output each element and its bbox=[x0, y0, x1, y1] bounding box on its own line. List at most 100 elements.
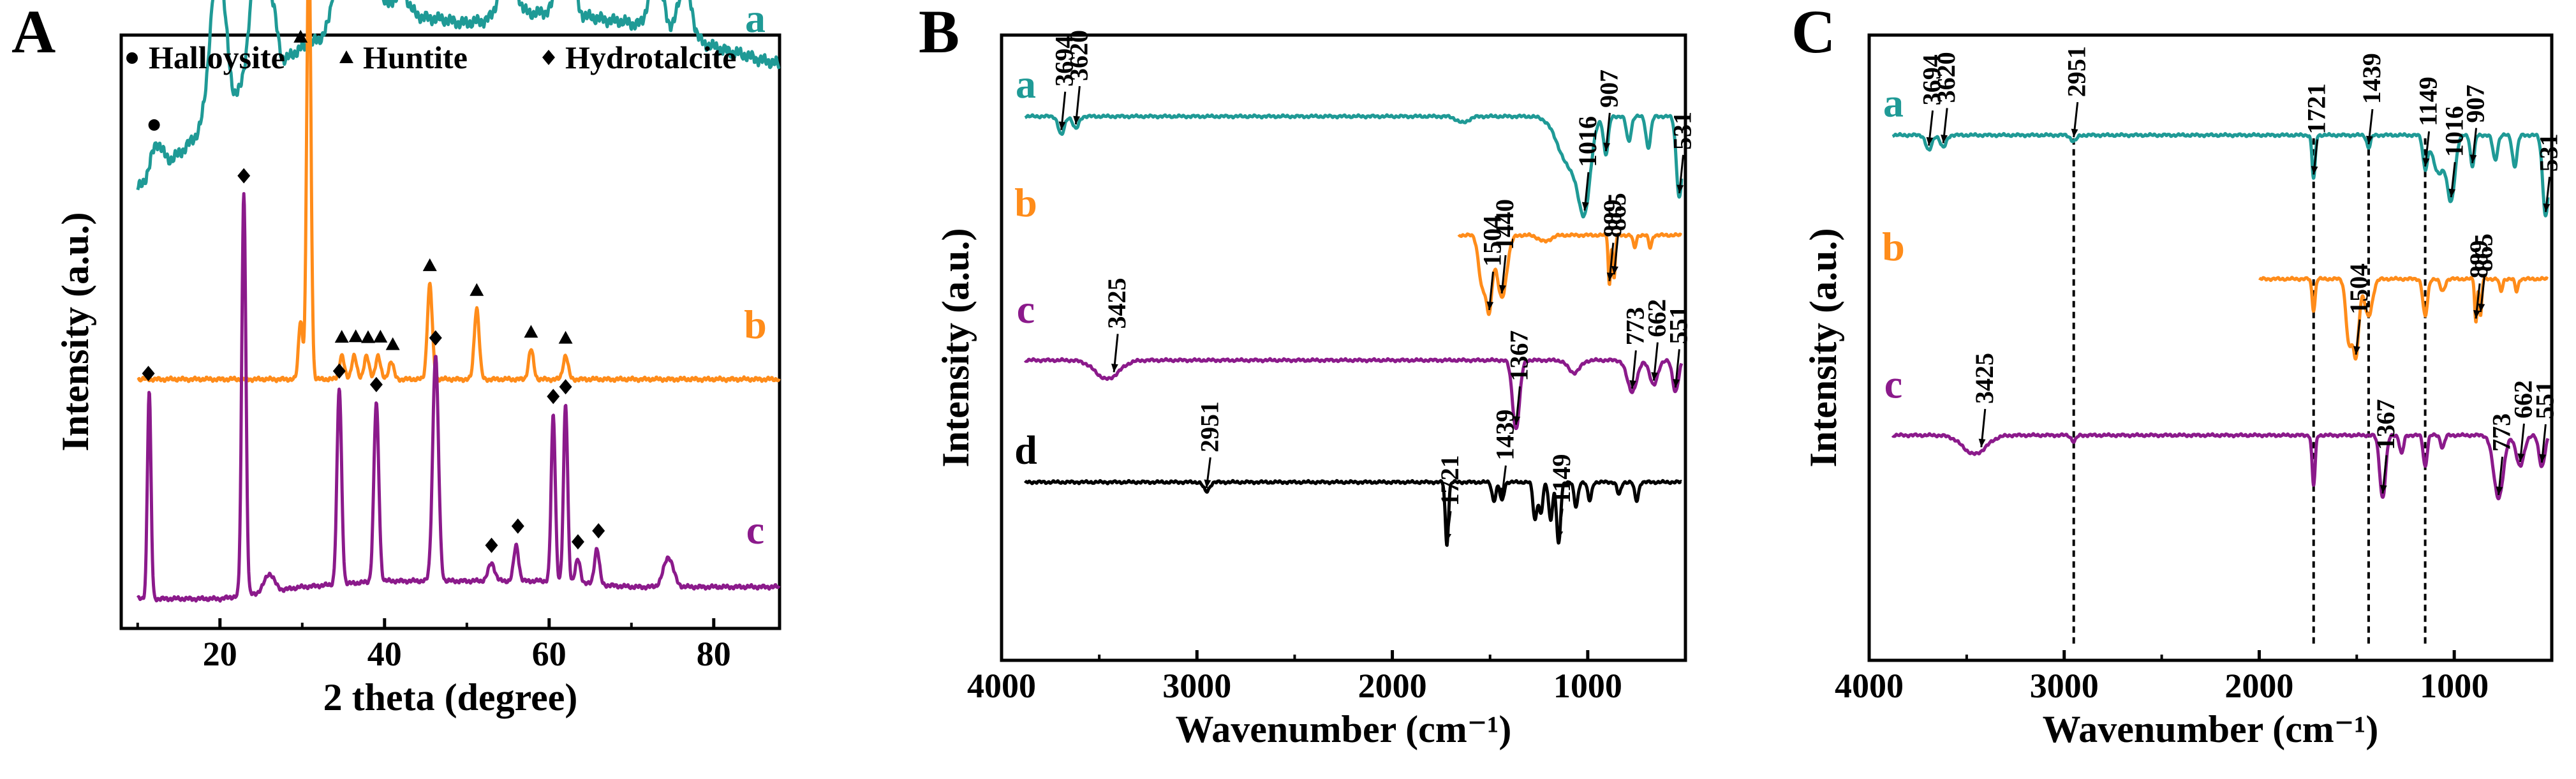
annotation-arrowhead bbox=[1513, 416, 1521, 425]
x-tick-label: 3000 bbox=[2030, 667, 2099, 705]
annotation-arrowhead bbox=[1978, 438, 1986, 447]
annotation-label: 531 bbox=[2535, 133, 2563, 172]
x-tick-label: 4000 bbox=[1835, 667, 1904, 705]
annotation-label: 3620 bbox=[1064, 30, 1093, 81]
annotation-label: 1016 bbox=[2439, 106, 2468, 157]
annotation-label: 662 bbox=[2508, 380, 2537, 419]
annotation-label: 865 bbox=[2469, 234, 2498, 272]
x-tick-label: 2000 bbox=[1358, 667, 1427, 705]
marker-huntite bbox=[524, 325, 538, 338]
annotation-label: 3694 bbox=[1918, 54, 1946, 105]
annotation-arrowhead bbox=[1073, 115, 1081, 124]
annotation-label: 1439 bbox=[1490, 410, 1519, 461]
annotation-label: 1440 bbox=[1490, 199, 1519, 250]
annotation-arrowhead bbox=[1111, 364, 1118, 373]
marker-hydrotalcite bbox=[592, 523, 605, 538]
series-label-b: b bbox=[1014, 180, 1037, 225]
annotation-arrowhead bbox=[2473, 309, 2480, 319]
x-tick-label: 40 bbox=[367, 635, 402, 673]
annotation-label: 1439 bbox=[2357, 53, 2386, 104]
annotation-arrowhead bbox=[2422, 158, 2430, 167]
annotation-arrowhead bbox=[1629, 380, 1637, 389]
marker-huntite bbox=[361, 330, 375, 343]
series-line-a bbox=[136, 0, 781, 191]
y-axis-label: Intensity (a.u.) bbox=[1802, 228, 1844, 467]
x-axis-label: Wavenumber (cm⁻¹) bbox=[1176, 708, 1512, 750]
annotation-label: 2951 bbox=[2062, 46, 2091, 97]
annotation-label: 1016 bbox=[1573, 116, 1602, 167]
annotation-arrowhead bbox=[2365, 135, 2373, 145]
annotation-arrowhead bbox=[2311, 166, 2318, 175]
legend-label: Hydrotalcite bbox=[565, 40, 736, 75]
marker-halloysite bbox=[148, 119, 160, 131]
panel-letter: B bbox=[919, 0, 959, 66]
marker-hydrotalcite bbox=[237, 168, 251, 184]
panel-letter: C bbox=[1791, 0, 1835, 66]
x-axis-label: 2 theta (degree) bbox=[323, 676, 578, 718]
annotation-arrowhead bbox=[1204, 479, 1211, 488]
series-label-a: a bbox=[745, 0, 766, 41]
annotation-arrowhead bbox=[2496, 486, 2503, 495]
annotation-arrowhead bbox=[2517, 453, 2525, 463]
annotation-arrowhead bbox=[1603, 142, 1611, 151]
plot-frame bbox=[1867, 33, 2554, 662]
series-line-b bbox=[2258, 276, 2549, 361]
annotation-arrowhead bbox=[2539, 454, 2547, 463]
annotation-arrowhead bbox=[1499, 285, 1506, 293]
series-label-b: b bbox=[1882, 224, 1905, 269]
series-label-c: c bbox=[1017, 286, 1035, 332]
x-tick-label: 1000 bbox=[1553, 667, 1622, 705]
annotation-label: 907 bbox=[1594, 70, 1623, 108]
marker-huntite bbox=[422, 258, 437, 271]
annotation-label: 531 bbox=[1668, 112, 1697, 150]
annotation-arrowhead bbox=[1926, 137, 1934, 146]
y-axis-label: Intensity (a.u.) bbox=[935, 228, 977, 467]
annotation-label: 1504 bbox=[1477, 216, 1506, 267]
series-line-a bbox=[1891, 131, 2550, 218]
annotation-label: 889 bbox=[2464, 240, 2493, 278]
series-label-d: d bbox=[1014, 427, 1037, 472]
marker-huntite bbox=[385, 337, 400, 350]
legend-marker-triangle bbox=[339, 50, 353, 63]
x-tick-label: 20 bbox=[203, 635, 237, 673]
annotation-arrowhead bbox=[1058, 121, 1066, 130]
marker-huntite bbox=[348, 329, 363, 343]
annotation-label: 551 bbox=[1664, 306, 1692, 344]
annotation-label: 907 bbox=[2461, 85, 2490, 123]
marker-huntite bbox=[558, 330, 573, 344]
series-line-d bbox=[1023, 479, 1683, 547]
panel-c: 4000 3000 2000 1000 Wavenumber (cm⁻¹) Intensi… bbox=[1791, 0, 2563, 750]
annotation-label: 1721 bbox=[1435, 455, 1464, 506]
annotation-arrowhead bbox=[1941, 134, 1948, 144]
series-line-b bbox=[1457, 232, 1683, 316]
x-tick-label: 2000 bbox=[2224, 667, 2293, 705]
annotation-label: 865 bbox=[1603, 193, 1631, 231]
legend-label: Halloysite bbox=[149, 40, 285, 75]
annotation-arrowhead bbox=[1556, 530, 1564, 540]
annotation-label: 551 bbox=[2530, 381, 2559, 419]
annotation-label: 1367 bbox=[2371, 399, 2400, 450]
plot-frame bbox=[1000, 33, 1687, 662]
marker-huntite bbox=[334, 330, 349, 343]
annotation-label: 1721 bbox=[2302, 84, 2331, 135]
annotation-label: 889 bbox=[1598, 200, 1627, 238]
annotation-arrowhead bbox=[2380, 485, 2387, 494]
annotation-arrowhead bbox=[2469, 154, 2477, 163]
x-axis-label: Wavenumber (cm⁻¹) bbox=[2043, 708, 2379, 750]
annotation-label: 662 bbox=[1642, 299, 1671, 338]
plot-frame bbox=[119, 33, 781, 630]
annotation-arrowhead bbox=[1581, 202, 1589, 211]
marker-huntite bbox=[293, 29, 308, 43]
series-label-a: a bbox=[1016, 61, 1036, 107]
series-line-c bbox=[136, 192, 781, 603]
annotation-label: 2951 bbox=[1195, 401, 1224, 452]
series-line-c bbox=[1891, 432, 2550, 501]
annotation-arrowhead bbox=[1499, 487, 1507, 496]
annotation-label: 773 bbox=[1620, 307, 1649, 345]
annotation-label: 3694 bbox=[1050, 36, 1079, 87]
x-tick-label: 60 bbox=[532, 635, 566, 673]
marker-hydrotalcite bbox=[429, 330, 442, 346]
marker-hydrotalcite bbox=[369, 376, 383, 392]
panel-b: 4000 3000 2000 1000 Wavenumber (cm⁻¹) Intensi… bbox=[919, 0, 1697, 750]
marker-hydrotalcite bbox=[142, 366, 155, 382]
